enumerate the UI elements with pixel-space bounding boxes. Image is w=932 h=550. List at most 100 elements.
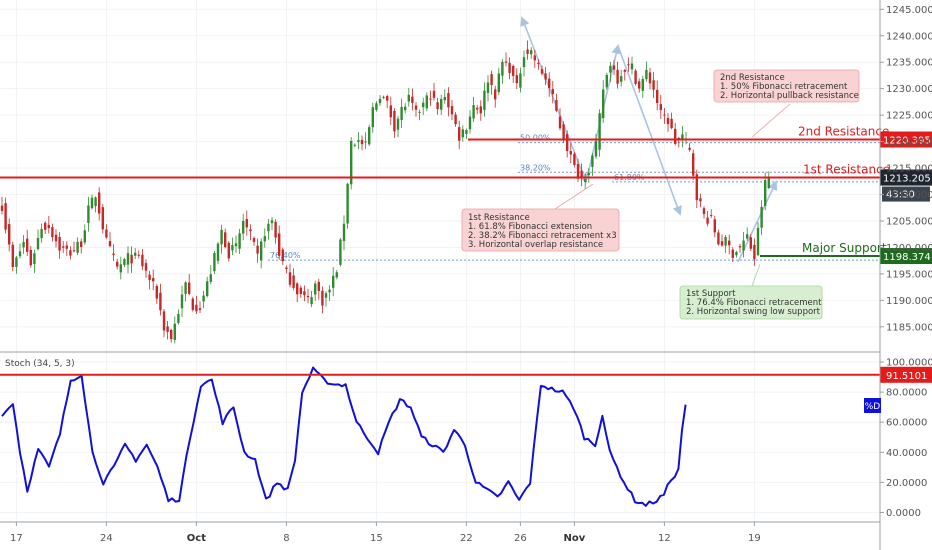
candle-body[interactable] bbox=[108, 240, 112, 247]
candle-body[interactable] bbox=[256, 245, 259, 254]
candle-body[interactable] bbox=[609, 65, 612, 73]
candle-body[interactable] bbox=[432, 90, 436, 98]
candle-body[interactable] bbox=[472, 105, 475, 119]
candle-body[interactable] bbox=[533, 55, 536, 61]
candle-body[interactable] bbox=[605, 74, 608, 88]
candle-body[interactable] bbox=[116, 261, 119, 267]
candle-body[interactable] bbox=[260, 241, 263, 261]
candle-body[interactable] bbox=[126, 253, 130, 265]
candle-body[interactable] bbox=[594, 141, 598, 157]
candle-body[interactable] bbox=[242, 221, 245, 234]
candle-body[interactable] bbox=[504, 61, 508, 63]
candle-body[interactable] bbox=[526, 49, 529, 54]
candle-body[interactable] bbox=[267, 223, 270, 232]
candle-body[interactable] bbox=[681, 134, 684, 139]
candle-body[interactable] bbox=[746, 234, 749, 239]
candle-body[interactable] bbox=[422, 102, 425, 108]
candle-body[interactable] bbox=[486, 82, 490, 93]
candle-body[interactable] bbox=[209, 274, 212, 282]
candle-body[interactable] bbox=[548, 78, 551, 89]
candle-body[interactable] bbox=[454, 114, 457, 125]
candle-body[interactable] bbox=[83, 230, 86, 243]
candle-body[interactable] bbox=[479, 106, 482, 114]
candle-body[interactable] bbox=[112, 253, 115, 256]
candle-body[interactable] bbox=[371, 107, 374, 128]
candle-body[interactable] bbox=[670, 118, 673, 129]
candle-body[interactable] bbox=[623, 69, 626, 72]
candle-body[interactable] bbox=[666, 117, 670, 125]
candle-body[interactable] bbox=[425, 95, 428, 109]
candle-body[interactable] bbox=[512, 65, 515, 76]
candlestick-series[interactable] bbox=[0, 40, 770, 344]
candle-body[interactable] bbox=[674, 128, 677, 144]
candle-body[interactable] bbox=[458, 127, 461, 141]
candle-body[interactable] bbox=[137, 254, 140, 256]
candle-body[interactable] bbox=[767, 177, 770, 189]
candle-body[interactable] bbox=[429, 98, 432, 100]
candle-body[interactable] bbox=[98, 192, 101, 214]
candle-body[interactable] bbox=[263, 236, 266, 242]
candle-body[interactable] bbox=[29, 249, 32, 266]
candle-body[interactable] bbox=[213, 253, 216, 272]
candle-body[interactable] bbox=[699, 198, 702, 202]
candle-body[interactable] bbox=[324, 293, 328, 298]
candle-body[interactable] bbox=[576, 163, 580, 179]
candle-body[interactable] bbox=[15, 257, 18, 267]
candle-body[interactable] bbox=[436, 102, 439, 110]
candle-body[interactable] bbox=[123, 259, 126, 266]
candle-body[interactable] bbox=[292, 275, 295, 288]
candle-body[interactable] bbox=[602, 89, 605, 119]
candle-body[interactable] bbox=[544, 73, 547, 80]
candle-body[interactable] bbox=[299, 287, 302, 295]
candle-body[interactable] bbox=[285, 267, 288, 270]
candle-body[interactable] bbox=[234, 243, 238, 247]
candle-body[interactable] bbox=[44, 222, 47, 230]
candle-body[interactable] bbox=[62, 246, 65, 248]
candle-body[interactable] bbox=[317, 281, 320, 291]
candle-body[interactable] bbox=[706, 217, 709, 224]
candle-body[interactable] bbox=[238, 233, 241, 249]
candle-body[interactable] bbox=[717, 232, 720, 245]
candle-body[interactable] bbox=[65, 245, 68, 249]
candle-body[interactable] bbox=[584, 179, 587, 182]
candle-body[interactable] bbox=[450, 106, 454, 115]
candle-body[interactable] bbox=[357, 140, 360, 142]
candle-body[interactable] bbox=[350, 140, 353, 185]
candle-body[interactable] bbox=[598, 113, 601, 150]
candle-body[interactable] bbox=[202, 295, 205, 302]
candle-body[interactable] bbox=[220, 229, 223, 245]
candle-body[interactable] bbox=[569, 151, 572, 155]
candle-body[interactable] bbox=[616, 69, 619, 84]
first-resistance-note[interactable]: 1st Resistance 1. 61.8% Fibonacci extens… bbox=[461, 208, 620, 252]
candle-body[interactable] bbox=[8, 224, 11, 245]
candle-body[interactable] bbox=[756, 227, 760, 256]
candle-body[interactable] bbox=[58, 236, 61, 251]
candle-body[interactable] bbox=[144, 263, 148, 271]
candle-body[interactable] bbox=[40, 228, 43, 239]
candle-body[interactable] bbox=[411, 96, 414, 103]
candle-body[interactable] bbox=[198, 308, 202, 310]
candle-body[interactable] bbox=[404, 106, 407, 111]
candle-body[interactable] bbox=[346, 183, 349, 224]
candle-body[interactable] bbox=[530, 50, 533, 55]
candle-body[interactable] bbox=[386, 96, 389, 101]
candle-body[interactable] bbox=[180, 294, 184, 309]
candle-body[interactable] bbox=[519, 73, 522, 88]
candle-body[interactable] bbox=[638, 81, 641, 89]
candle-body[interactable] bbox=[368, 127, 371, 145]
candle-body[interactable] bbox=[278, 233, 281, 256]
candle-body[interactable] bbox=[364, 141, 367, 143]
candle-body[interactable] bbox=[407, 94, 410, 102]
candle-body[interactable] bbox=[476, 107, 479, 110]
candle-body[interactable] bbox=[688, 147, 691, 150]
candle-body[interactable] bbox=[494, 89, 497, 100]
candle-body[interactable] bbox=[710, 215, 713, 217]
candle-body[interactable] bbox=[252, 238, 256, 242]
candle-body[interactable] bbox=[652, 80, 655, 90]
candle-body[interactable] bbox=[141, 254, 144, 267]
candle-body[interactable] bbox=[677, 137, 680, 139]
candle-body[interactable] bbox=[591, 155, 594, 167]
candle-body[interactable] bbox=[184, 282, 187, 294]
candle-body[interactable] bbox=[587, 172, 590, 176]
